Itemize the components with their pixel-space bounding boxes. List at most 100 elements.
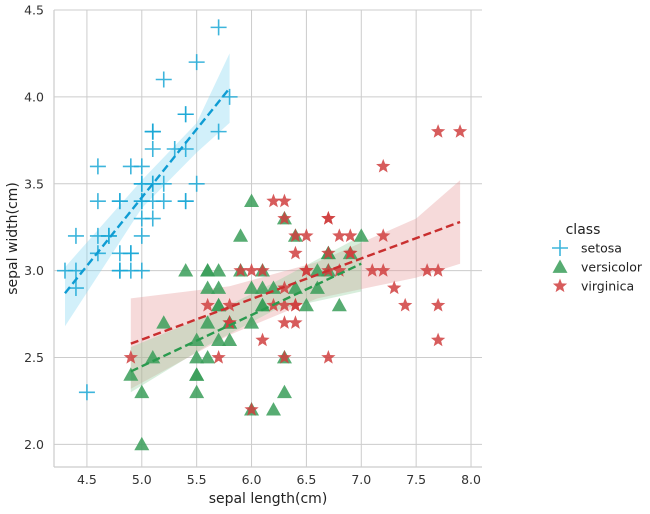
setosa-point bbox=[111, 193, 128, 210]
y-axis-label: sepal width(cm) bbox=[5, 182, 21, 295]
versicolor-point bbox=[255, 280, 271, 294]
virginica-point bbox=[452, 124, 468, 138]
legend-title: class bbox=[566, 222, 601, 238]
versicolor-point bbox=[244, 315, 260, 329]
versicolor-point bbox=[222, 332, 238, 347]
x-tick-label: 5.5 bbox=[187, 472, 207, 487]
setosa-point bbox=[122, 158, 139, 175]
virginica-point bbox=[288, 315, 303, 329]
setosa-point bbox=[67, 262, 84, 279]
virginica-point bbox=[200, 297, 215, 312]
setosa-point bbox=[89, 193, 106, 210]
setosa-point bbox=[155, 175, 172, 192]
versicolor-point bbox=[233, 228, 249, 242]
legend-label-setosa: setosa bbox=[581, 241, 622, 256]
virginica-point bbox=[376, 228, 391, 242]
setosa-point bbox=[155, 71, 172, 88]
virginica-point bbox=[288, 297, 303, 312]
virginica-point bbox=[430, 263, 446, 277]
virginica-point bbox=[277, 315, 292, 329]
virginica-point bbox=[222, 297, 237, 312]
setosa-point bbox=[89, 158, 106, 175]
regression-lines bbox=[64, 87, 461, 373]
setosa-point bbox=[210, 123, 227, 140]
versicolor-point bbox=[156, 315, 172, 329]
virginica-point bbox=[288, 228, 303, 242]
setosa-point bbox=[144, 193, 161, 210]
versicolor-point bbox=[353, 228, 369, 242]
setosa-point bbox=[188, 175, 205, 192]
setosa-point bbox=[221, 88, 238, 105]
virginica-point bbox=[343, 245, 358, 260]
setosa-point bbox=[144, 141, 161, 158]
virginica-point bbox=[255, 263, 270, 277]
virginica-point bbox=[255, 332, 270, 347]
versicolor-point bbox=[178, 263, 194, 277]
versicolor-point bbox=[309, 280, 325, 294]
virginica-point bbox=[332, 228, 347, 242]
virginica-point bbox=[123, 350, 138, 364]
setosa-regression-line bbox=[64, 87, 231, 294]
virginica-point bbox=[376, 263, 391, 277]
virginica-point bbox=[277, 211, 292, 225]
virginica-regression-line bbox=[130, 220, 461, 345]
x-tick-label: 7.0 bbox=[351, 472, 371, 487]
virginica-point bbox=[299, 263, 314, 277]
legend-marker-virginica bbox=[552, 278, 568, 293]
versicolor-point bbox=[244, 193, 260, 207]
versicolor-point bbox=[134, 436, 150, 451]
setosa-point bbox=[111, 262, 128, 279]
versicolor-point bbox=[134, 384, 150, 399]
setosa-point bbox=[133, 262, 150, 279]
virginica-point bbox=[233, 263, 248, 277]
virginica-point bbox=[321, 211, 336, 225]
virginica-point bbox=[222, 315, 237, 329]
setosa-point bbox=[144, 123, 161, 140]
versicolor-point bbox=[331, 297, 347, 312]
x-tick-label: 4.5 bbox=[77, 472, 97, 487]
virginica-point bbox=[321, 245, 336, 260]
virginica-point bbox=[430, 124, 446, 138]
x-tick-label: 5.0 bbox=[132, 472, 152, 487]
setosa-point bbox=[67, 227, 84, 244]
virginica-point bbox=[299, 228, 314, 242]
versicolor-point bbox=[189, 384, 205, 399]
virginica-point bbox=[387, 280, 402, 295]
versicolor-point bbox=[265, 402, 281, 416]
legend-marker-setosa bbox=[552, 240, 568, 256]
virginica-point bbox=[343, 228, 358, 242]
virginica-point bbox=[398, 297, 413, 312]
y-tick-label: 3.5 bbox=[24, 176, 44, 191]
virginica-point bbox=[420, 263, 435, 277]
virginica-point bbox=[365, 263, 380, 277]
x-axis-label: sepal length(cm) bbox=[209, 491, 328, 507]
setosa-point bbox=[210, 19, 227, 36]
y-tick-label: 4.5 bbox=[24, 3, 44, 18]
versicolor-regression-line bbox=[130, 262, 362, 373]
setosa-point bbox=[177, 193, 194, 210]
virginica-point bbox=[266, 193, 281, 208]
virginica-point bbox=[244, 263, 259, 277]
y-tick-label: 4.0 bbox=[24, 89, 44, 104]
versicolor-point bbox=[244, 280, 260, 294]
tick-labels: 4.5 5.0 5.5 6.0 6.5 7.0 7.5 8.0 2.0 2.5 3.0 3.5 4.0 4… bbox=[24, 3, 481, 488]
legend: class setosa versicolor virginica bbox=[552, 222, 643, 294]
virginica-point bbox=[277, 193, 292, 208]
setosa-point bbox=[89, 227, 106, 244]
versicolor-point bbox=[265, 280, 281, 294]
setosa-point bbox=[78, 384, 95, 401]
setosa-point bbox=[188, 54, 205, 71]
virginica-point bbox=[321, 350, 336, 364]
versicolor-point bbox=[211, 297, 227, 312]
versicolor-point bbox=[200, 315, 216, 329]
setosa-point bbox=[133, 227, 150, 244]
setosa-point bbox=[133, 175, 150, 192]
legend-label-versicolor: versicolor bbox=[581, 260, 643, 275]
versicolor-point bbox=[211, 280, 227, 294]
y-tick-label: 3.0 bbox=[24, 263, 44, 278]
axes bbox=[53, 10, 482, 468]
virginica-point bbox=[211, 350, 226, 364]
legend-marker-versicolor bbox=[552, 259, 568, 273]
x-tick-label: 7.5 bbox=[406, 472, 426, 487]
